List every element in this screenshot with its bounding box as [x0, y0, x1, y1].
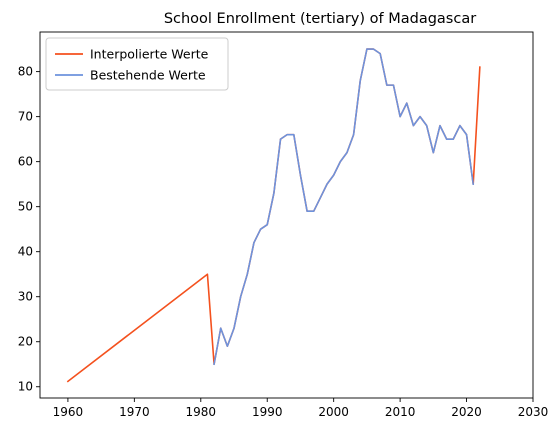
series-line-1 [66, 48, 481, 383]
legend: Interpolierte Werte Bestehende Werte [45, 37, 229, 91]
x-tick-label: 2030 [518, 405, 549, 419]
x-tick-label: 1980 [186, 405, 217, 419]
x-tick-label: 2020 [451, 405, 482, 419]
series-line-2 [213, 48, 475, 366]
legend-label: Bestehende Werte [90, 68, 206, 83]
y-tick-label: 40 [18, 245, 33, 259]
axes: 1960 1970 1980 1990 2000 2010 2020 203010203040… [18, 31, 549, 419]
plot-area [66, 48, 481, 383]
legend-label: Interpolierte Werte [90, 47, 209, 62]
chart-title: School Enrollment (tertiary) of Madagasc… [164, 11, 476, 27]
y-tick-label: 80 [18, 65, 33, 79]
y-tick-label: 30 [18, 290, 33, 304]
x-tick-label: 1990 [252, 405, 283, 419]
x-tick-label: 1970 [119, 405, 150, 419]
y-tick-label: 20 [18, 335, 33, 349]
y-tick-label: 50 [18, 200, 33, 214]
x-tick-label: 2000 [318, 405, 349, 419]
y-tick-label: 70 [18, 110, 33, 124]
x-tick-label: 2010 [385, 405, 416, 419]
legend-box [45, 37, 229, 91]
axes-frame [39, 31, 534, 399]
y-tick-label: 60 [18, 155, 33, 169]
x-tick-label: 1960 [53, 405, 84, 419]
y-tick-label: 10 [18, 380, 33, 394]
